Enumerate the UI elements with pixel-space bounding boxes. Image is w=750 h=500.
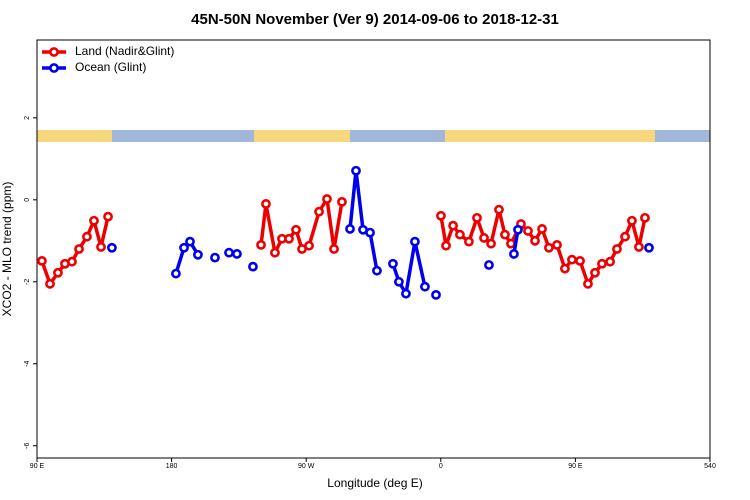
data-point bbox=[179, 242, 189, 253]
series-line bbox=[176, 171, 649, 294]
data-point bbox=[506, 238, 516, 249]
data-point bbox=[37, 255, 47, 266]
data-point bbox=[627, 215, 637, 226]
x-tick-label: 90 E bbox=[30, 463, 45, 470]
data-point bbox=[530, 235, 540, 246]
data-point bbox=[232, 249, 242, 259]
data-point bbox=[436, 210, 446, 221]
legend-label: Ocean (Glint) bbox=[75, 60, 146, 74]
data-point bbox=[472, 212, 482, 223]
data-point bbox=[82, 231, 92, 242]
data-point bbox=[567, 254, 577, 265]
data-point bbox=[345, 224, 355, 234]
x-axis-label: Longitude (deg E) bbox=[327, 476, 422, 490]
x-tick-label: 90 W bbox=[298, 463, 315, 470]
x-tick-label: 90 E bbox=[568, 463, 583, 470]
data-point bbox=[612, 244, 622, 254]
data-point bbox=[560, 263, 570, 274]
data-point bbox=[322, 194, 332, 204]
data-point bbox=[210, 252, 220, 263]
data-point bbox=[537, 224, 547, 234]
data-point bbox=[256, 240, 266, 250]
data-point bbox=[270, 247, 280, 258]
data-point bbox=[500, 229, 510, 240]
data-point bbox=[523, 226, 533, 236]
y-tick-label: -6 bbox=[24, 442, 31, 448]
data-point bbox=[45, 278, 55, 289]
data-point bbox=[575, 255, 585, 266]
data-point bbox=[583, 278, 593, 289]
data-point bbox=[464, 236, 474, 247]
y-tick-label: -4 bbox=[24, 361, 31, 367]
data-point bbox=[420, 281, 430, 292]
data-point bbox=[486, 238, 496, 249]
data-point bbox=[597, 258, 607, 269]
data-point bbox=[634, 242, 644, 252]
data-point bbox=[351, 165, 361, 176]
x-tick-label: 540 bbox=[704, 463, 716, 470]
data-point bbox=[455, 229, 465, 240]
data-point bbox=[74, 244, 84, 254]
legend-marker bbox=[49, 47, 59, 57]
data-point bbox=[484, 260, 494, 270]
data-point bbox=[107, 242, 117, 253]
data-point bbox=[410, 236, 420, 247]
data-point bbox=[304, 240, 314, 251]
data-point bbox=[394, 276, 404, 287]
data-point bbox=[193, 249, 203, 260]
data-point bbox=[431, 289, 441, 300]
data-point bbox=[441, 240, 451, 251]
data-point bbox=[314, 206, 324, 217]
data-point bbox=[494, 204, 504, 215]
data-point bbox=[388, 258, 398, 269]
data-point bbox=[513, 224, 523, 235]
data-point bbox=[103, 211, 113, 222]
x-tick-label: 180 bbox=[166, 463, 178, 470]
data-point bbox=[329, 244, 339, 254]
y-tick-label: 2 bbox=[24, 116, 31, 120]
data-point bbox=[590, 267, 600, 278]
data-point bbox=[224, 247, 234, 258]
data-point bbox=[248, 261, 258, 272]
data-point bbox=[291, 224, 301, 235]
data-point bbox=[401, 288, 411, 299]
data-point bbox=[509, 249, 519, 259]
data-point bbox=[644, 242, 654, 253]
y-tick-label: 0 bbox=[24, 198, 31, 202]
data-point bbox=[67, 256, 77, 267]
data-point bbox=[337, 196, 347, 207]
data-point bbox=[171, 268, 181, 279]
data-point bbox=[640, 212, 650, 223]
data-point bbox=[372, 265, 382, 276]
land-ocean-strip bbox=[37, 130, 710, 142]
data-point bbox=[185, 236, 195, 247]
data-point bbox=[284, 233, 294, 244]
data-point bbox=[365, 227, 375, 238]
data-point bbox=[448, 220, 458, 231]
y-tick-label: -2 bbox=[24, 279, 31, 285]
data-point bbox=[552, 240, 562, 250]
data-point bbox=[620, 231, 630, 242]
data-point bbox=[605, 256, 615, 267]
legend-label: Land (Nadir&Glint) bbox=[75, 44, 174, 58]
data-point bbox=[53, 267, 63, 278]
data-point bbox=[479, 233, 489, 243]
data-point bbox=[261, 199, 271, 209]
x-tick-label: 0 bbox=[439, 463, 443, 470]
data-point bbox=[96, 242, 106, 252]
data-point bbox=[89, 215, 99, 226]
chart-title: 45N-50N November (Ver 9) 2014-09-06 to 2… bbox=[191, 11, 559, 28]
y-axis-label: XCO2 - MLO trend (ppm) bbox=[0, 182, 14, 317]
legend-marker bbox=[49, 63, 59, 73]
data-point bbox=[544, 242, 554, 253]
plot-frame bbox=[36, 39, 711, 459]
